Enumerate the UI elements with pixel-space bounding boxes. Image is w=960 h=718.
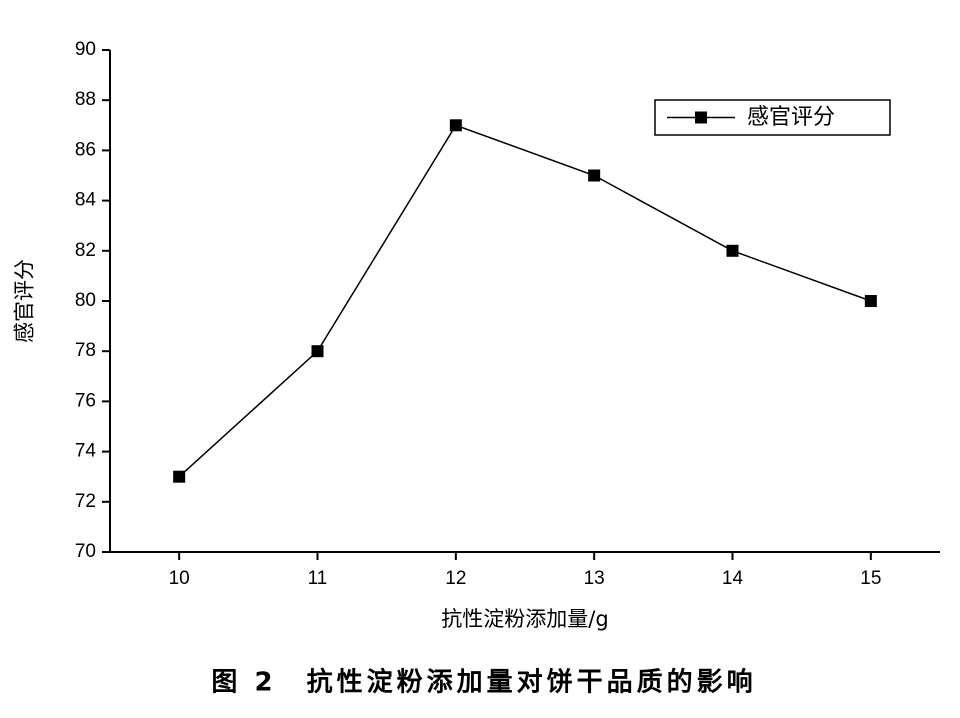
y-tick-label: 86	[75, 139, 96, 160]
data-point	[173, 470, 186, 483]
y-tick-label: 78	[75, 340, 96, 361]
data-point	[449, 119, 462, 132]
y-tick-label: 74	[75, 441, 97, 462]
data-point	[311, 345, 324, 358]
y-tick-label: 72	[75, 491, 96, 512]
legend-box	[654, 99, 891, 136]
series-line	[178, 124, 872, 478]
y-tick-label: 70	[75, 541, 96, 562]
y-tick-label: 80	[75, 290, 96, 311]
x-axis-label: 抗性淀粉添加量/g	[441, 607, 608, 631]
y-tick-label: 90	[75, 39, 96, 60]
x-tick-label: 11	[308, 568, 328, 589]
x-tick-label: 10	[169, 568, 190, 589]
y-tick-label: 84	[75, 190, 97, 211]
y-tick-label: 88	[75, 89, 96, 110]
y-axis-label: 感官评分	[13, 259, 37, 343]
y-tick-label: 82	[75, 240, 96, 261]
x-tick-label: 15	[860, 568, 881, 589]
data-point	[864, 295, 877, 307]
legend-marker	[695, 111, 707, 124]
data-point	[588, 169, 601, 182]
caption: 图 2 抗性淀粉添加量对饼干品质的影响	[211, 667, 756, 698]
y-tick-label: 76	[75, 390, 96, 411]
x-tick-label: 12	[445, 568, 466, 589]
legend-label: 感官评分	[747, 105, 835, 130]
x-tick-label: 13	[584, 568, 605, 589]
data-point	[726, 244, 739, 257]
x-tick-label: 14	[722, 568, 744, 589]
